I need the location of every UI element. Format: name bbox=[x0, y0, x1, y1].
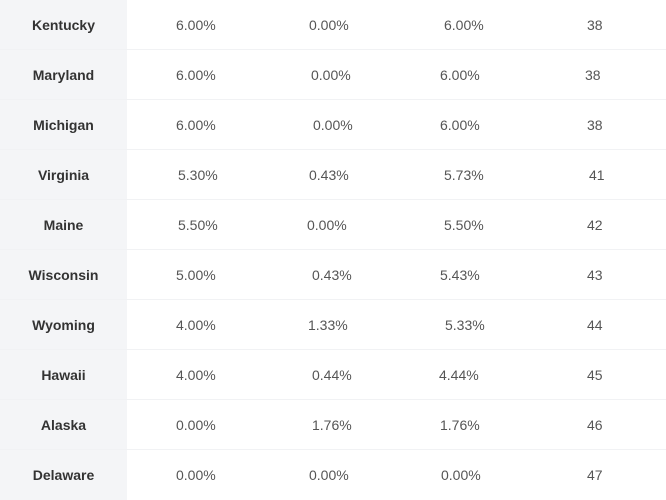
table-row: Wisconsin 5.00% 0.43% 5.43% 43 bbox=[0, 250, 666, 300]
state-rate: 6.00% bbox=[176, 66, 216, 83]
rank: 38 bbox=[585, 66, 601, 83]
combined-rate: 0.00% bbox=[441, 467, 481, 483]
table-row: Kentucky 6.00% 0.00% 6.00% 38 bbox=[0, 0, 666, 50]
rank: 43 bbox=[587, 266, 603, 283]
table-row: Alaska 0.00% 1.76% 1.76% 46 bbox=[0, 400, 666, 450]
local-rate: 0.00% bbox=[309, 467, 349, 483]
local-rate: 0.00% bbox=[311, 66, 351, 83]
local-rate: 1.33% bbox=[308, 316, 348, 333]
state-rate: 6.00% bbox=[176, 16, 216, 33]
rank: 44 bbox=[587, 316, 603, 333]
state-rate: 0.00% bbox=[176, 416, 216, 433]
state-rate: 0.00% bbox=[176, 467, 216, 483]
local-rate: 0.43% bbox=[309, 166, 349, 183]
rank: 38 bbox=[587, 16, 603, 33]
combined-rate: 5.33% bbox=[445, 316, 485, 333]
table-row: Wyoming 4.00% 1.33% 5.33% 44 bbox=[0, 300, 666, 350]
combined-rate: 1.76% bbox=[440, 416, 480, 433]
combined-rate: 6.00% bbox=[444, 16, 484, 33]
rank: 38 bbox=[587, 116, 603, 133]
state-name: Wisconsin bbox=[0, 250, 127, 299]
combined-rate: 6.00% bbox=[440, 66, 480, 83]
local-rate: 0.00% bbox=[313, 116, 353, 133]
combined-rate: 5.73% bbox=[444, 166, 484, 183]
state-name: Alaska bbox=[0, 400, 127, 449]
rank: 45 bbox=[587, 366, 603, 383]
state-rate: 6.00% bbox=[176, 116, 216, 133]
local-rate: 0.44% bbox=[312, 366, 352, 383]
state-name: Hawaii bbox=[0, 350, 127, 399]
table-row: Maryland 6.00% 0.00% 6.00% 38 bbox=[0, 50, 666, 100]
state-rate: 4.00% bbox=[176, 366, 216, 383]
rank: 41 bbox=[589, 166, 605, 183]
table-row: Michigan 6.00% 0.00% 6.00% 38 bbox=[0, 100, 666, 150]
state-name: Maryland bbox=[0, 50, 127, 99]
state-name: Michigan bbox=[0, 100, 127, 149]
table-row: Maine 5.50% 0.00% 5.50% 42 bbox=[0, 200, 666, 250]
state-rate: 5.30% bbox=[178, 166, 218, 183]
state-rate: 5.00% bbox=[176, 266, 216, 283]
state-name: Maine bbox=[0, 200, 127, 249]
state-name: Delaware bbox=[0, 450, 127, 500]
local-rate: 1.76% bbox=[312, 416, 352, 433]
combined-rate: 4.44% bbox=[439, 366, 479, 383]
state-name: Kentucky bbox=[0, 0, 127, 49]
state-name: Wyoming bbox=[0, 300, 127, 349]
combined-rate: 5.50% bbox=[444, 216, 484, 233]
state-rate: 4.00% bbox=[176, 316, 216, 333]
rank: 42 bbox=[587, 216, 603, 233]
combined-rate: 5.43% bbox=[440, 266, 480, 283]
table-row: Virginia 5.30% 0.43% 5.73% 41 bbox=[0, 150, 666, 200]
state-name: Virginia bbox=[0, 150, 127, 199]
rank: 46 bbox=[587, 416, 603, 433]
local-rate: 0.00% bbox=[307, 216, 347, 233]
local-rate: 0.43% bbox=[312, 266, 352, 283]
table-row: Hawaii 4.00% 0.44% 4.44% 45 bbox=[0, 350, 666, 400]
rank: 47 bbox=[587, 467, 603, 483]
state-rate: 5.50% bbox=[178, 216, 218, 233]
table-row: Delaware 0.00% 0.00% 0.00% 47 bbox=[0, 450, 666, 500]
local-rate: 0.00% bbox=[309, 16, 349, 33]
combined-rate: 6.00% bbox=[440, 116, 480, 133]
